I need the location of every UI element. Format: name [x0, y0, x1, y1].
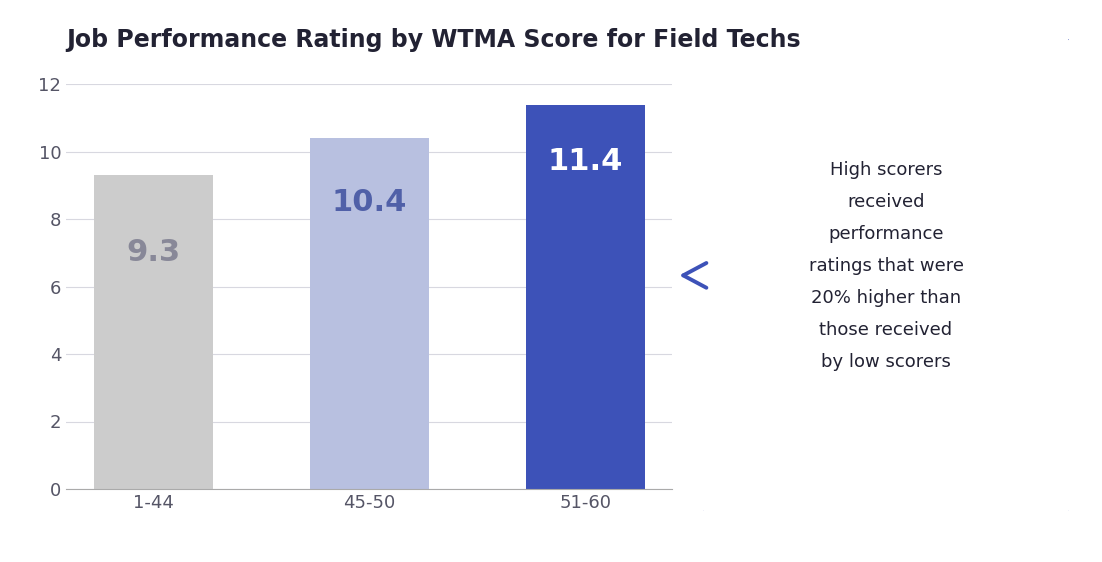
- Text: 11.4: 11.4: [548, 147, 623, 176]
- Text: 9.3: 9.3: [126, 238, 180, 268]
- Text: 10.4: 10.4: [332, 188, 407, 217]
- Bar: [310, 138, 429, 489]
- Text: Job Performance Rating by WTMA Score for Field Techs: Job Performance Rating by WTMA Score for…: [66, 28, 801, 52]
- Bar: [526, 105, 645, 489]
- FancyBboxPatch shape: [700, 35, 1072, 516]
- Text: High scorers
received
performance
ratings that were
20% higher than
those receiv: High scorers received performance rating…: [809, 161, 963, 371]
- Bar: [94, 175, 213, 489]
